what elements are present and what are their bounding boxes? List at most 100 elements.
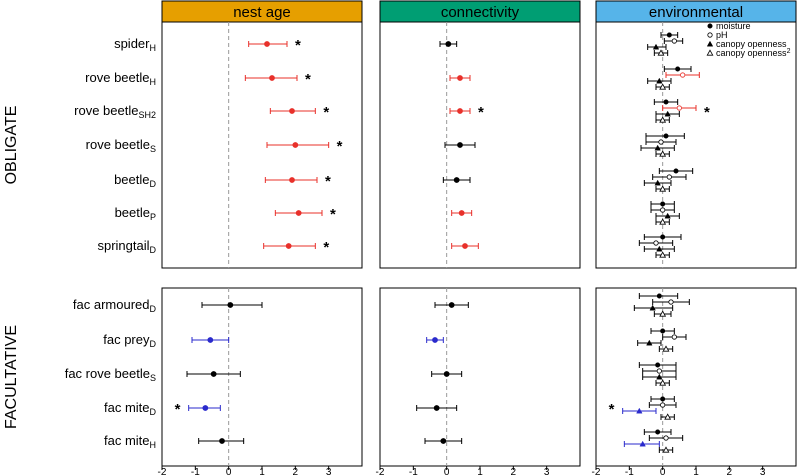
environmental-estimate-canopy-openness-point <box>664 110 671 117</box>
row-label: fac miteD <box>104 400 157 417</box>
row-label: rove beetleS <box>86 137 156 154</box>
row-label: fac rove beetleS <box>65 366 156 383</box>
legend-label: canopy openness <box>716 39 787 49</box>
environmental-estimate-pH-point <box>676 105 682 111</box>
x-tick-label: -2 <box>592 467 601 476</box>
environmental-estimate-canopy-openness-point <box>652 43 660 50</box>
legend-marker-filled-triangle <box>706 40 714 47</box>
environmental-estimate-moisture-point <box>660 396 666 402</box>
environmental-estimate-pH-point <box>666 174 672 180</box>
significance-star: * <box>609 401 615 418</box>
significance-star: * <box>323 104 329 121</box>
environmental-estimate-moisture-point <box>673 168 679 174</box>
x-tick-label: 1 <box>693 467 699 476</box>
x-tick-label: 0 <box>226 467 232 476</box>
group-label-facultative: FACULTATIVE <box>3 325 20 429</box>
nest-age-estimate-point <box>295 210 302 216</box>
environmental-estimate-moisture-point <box>655 362 661 368</box>
x-tick-label: 2 <box>511 467 517 476</box>
legend-label: canopy openness2 <box>716 48 791 58</box>
environmental-estimate-canopy-openness2-point <box>659 150 667 157</box>
environmental-estimate-moisture-point <box>656 293 662 299</box>
environmental-estimate-canopy-openness-point <box>636 407 643 414</box>
significance-star: * <box>305 71 311 88</box>
row-label: fac armouredD <box>73 297 157 314</box>
x-tick-label: -2 <box>158 467 167 476</box>
environmental-estimate-pH-point <box>663 435 669 441</box>
environmental-estimate-canopy-openness2-point <box>659 83 667 90</box>
nest-age-estimate-point <box>264 41 270 47</box>
significance-star: * <box>295 37 301 54</box>
environmental-estimate-canopy-openness-point <box>654 144 661 151</box>
legend-marker-filled-circle <box>707 23 713 29</box>
x-tick-label: 2 <box>293 467 299 476</box>
environmental-estimate-canopy-openness2-point <box>662 446 670 453</box>
environmental-estimate-pH-point <box>668 299 674 305</box>
environmental-estimate-canopy-openness2-point <box>662 345 670 352</box>
environmental-estimate-moisture-point <box>660 328 666 334</box>
environmental-estimate-moisture-point <box>675 66 681 72</box>
environmental-estimate-canopy-openness-point <box>664 212 671 219</box>
connectivity-estimate-point <box>453 177 460 183</box>
environmental-estimate-canopy-openness2-point <box>657 49 665 56</box>
nest-age-estimate-point <box>210 371 217 377</box>
x-tick-label: 3 <box>544 467 550 476</box>
nest-age-estimate-point <box>202 405 209 411</box>
environmental-estimate-canopy-openness2-point <box>659 310 667 317</box>
nest-age-estimate-point <box>289 177 295 183</box>
nest-age-estimate-point <box>219 438 225 444</box>
x-tick-label: 1 <box>477 467 483 476</box>
x-tick-label: 2 <box>727 467 733 476</box>
nest-age-estimate-point <box>292 142 299 148</box>
panel-box <box>379 287 581 467</box>
environmental-estimate-canopy-openness2-point <box>664 413 672 420</box>
legend-marker-open-triangle <box>706 49 714 56</box>
environmental-estimate-canopy-openness2-point <box>659 185 667 192</box>
x-tick-label: -2 <box>376 467 385 476</box>
x-tick-label: -1 <box>625 467 634 476</box>
environmental-estimate-moisture-point <box>660 234 666 240</box>
significance-star: * <box>337 138 343 155</box>
environmental-estimate-canopy-openness-point <box>656 245 663 252</box>
significance-star: * <box>325 173 331 190</box>
significance-star: * <box>330 206 336 223</box>
nest-age-estimate-point <box>269 75 275 81</box>
environmental-estimate-moisture-point <box>666 32 672 38</box>
row-label: beetleD <box>114 172 156 189</box>
environmental-estimate-pH-point <box>660 207 666 213</box>
nest-age-estimate-point <box>227 302 234 308</box>
environmental-estimate-pH-point <box>653 240 659 246</box>
connectivity-estimate-point <box>457 108 463 114</box>
environmental-estimate-canopy-openness-point <box>656 373 663 380</box>
environmental-estimate-canopy-openness2-point <box>659 251 667 258</box>
connectivity-estimate-point <box>448 302 455 308</box>
x-tick-label: 0 <box>660 467 666 476</box>
panel-box <box>595 287 797 467</box>
environmental-estimate-canopy-openness-point <box>656 77 663 84</box>
environmental-estimate-canopy-openness2-point <box>659 116 667 123</box>
nest-age-estimate-point <box>285 243 292 249</box>
environmental-estimate-pH-point <box>671 38 677 44</box>
row-label: springtailD <box>97 238 156 255</box>
panel-box <box>161 21 363 269</box>
environmental-estimate-pH-point <box>680 72 686 78</box>
environmental-estimate-pH-point <box>656 368 662 374</box>
x-tick-label: -1 <box>191 467 200 476</box>
environmental-estimate-moisture-point <box>655 429 661 435</box>
environmental-estimate-pH-point <box>658 139 664 145</box>
row-label: rove beetleH <box>85 70 156 87</box>
environmental-estimate-canopy-openness2-point <box>659 218 667 225</box>
panel-header-label: environmental <box>649 4 743 21</box>
x-tick-label: 1 <box>259 467 265 476</box>
connectivity-estimate-point <box>440 438 447 444</box>
legend-label: moisture <box>716 21 751 31</box>
panel-box <box>379 21 581 269</box>
panel-box <box>595 21 797 269</box>
panel-header-label: nest age <box>233 4 291 21</box>
environmental-estimate-moisture-point <box>663 133 669 139</box>
panel-header-label: connectivity <box>441 4 520 21</box>
environmental-estimate-canopy-openness-point <box>639 440 646 447</box>
connectivity-estimate-point <box>432 337 438 343</box>
environmental-estimate-canopy-openness-point <box>654 179 661 186</box>
significance-star: * <box>323 239 329 256</box>
